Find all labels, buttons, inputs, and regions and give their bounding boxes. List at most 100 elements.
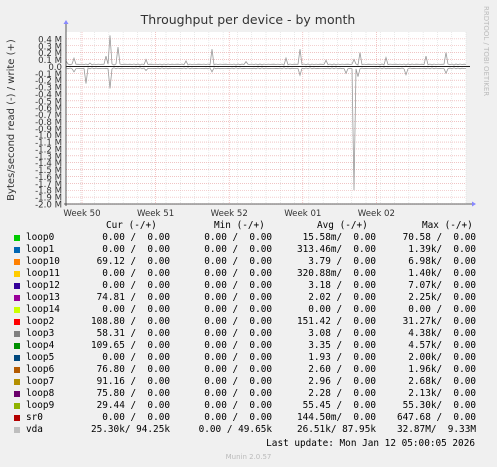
legend-row-loop8: loop8 75.80 / 0.00 0.00 / 0.00 2.28 / 0.00 2… (0, 388, 497, 400)
legend-avg: 3.35 / 0.00 (308, 340, 376, 351)
legend-cur: 69.12 / 0.00 (96, 256, 170, 267)
y-tick-label: -2.0 M (35, 201, 62, 211)
legend-swatch (14, 319, 20, 325)
legend-max: 1.40k/ 0.00 (408, 268, 476, 279)
legend-max: 31.27k/ 0.00 (402, 316, 476, 327)
legend-swatch (14, 307, 20, 313)
y-tick-label: -1.9 M (35, 194, 62, 204)
legend-name: loop10 (26, 256, 60, 267)
legend-swatch (14, 367, 20, 373)
legend-name: loop3 (26, 328, 55, 339)
y-tick-label: -0.5 M (35, 97, 62, 107)
legend-avg: 0.00 / 0.00 (308, 304, 376, 315)
legend-name: loop4 (26, 340, 55, 351)
legend-min: 0.00 / 0.00 (204, 376, 272, 387)
legend-min: 0.00 / 0.00 (204, 352, 272, 363)
legend-min: 0.00 / 0.00 (204, 364, 272, 375)
legend-name: vda (26, 424, 43, 435)
legend-row-loop6: loop6 76.80 / 0.00 0.00 / 0.00 2.60 / 0.00 1… (0, 364, 497, 376)
legend-swatch (14, 415, 20, 421)
legend-cur: 0.00 / 0.00 (102, 244, 170, 255)
legend-avg: 1.93 / 0.00 (308, 352, 376, 363)
legend-avg: 3.08 / 0.00 (308, 328, 376, 339)
legend-min: 0.00 / 0.00 (204, 280, 272, 291)
legend-max: 70.58 / 0.00 (402, 232, 476, 243)
legend-min: 0.00 / 0.00 (204, 412, 272, 423)
y-tick-label: 0.4 M (38, 35, 62, 45)
legend-avg: 2.02 / 0.00 (308, 292, 376, 303)
legend-row-loop14: loop14 0.00 / 0.00 0.00 / 0.00 0.00 / 0.00 0… (0, 304, 497, 316)
legend-row-loop10: loop10 69.12 / 0.00 0.00 / 0.00 3.79 / 0.00… (0, 256, 497, 268)
y-tick-label: -1.3 M (35, 152, 62, 162)
legend-max: 2.00k/ 0.00 (408, 352, 476, 363)
legend-min: 0.00 / 0.00 (204, 256, 272, 267)
legend-avg: 313.46m/ 0.00 (296, 244, 376, 255)
y-tick-label: -0.8 M (35, 118, 62, 128)
legend-header-cur: Cur (-/+) (106, 220, 157, 231)
legend-row-sr0: sr0 0.00 / 0.00 0.00 / 0.00 144.50m/ 0.00 64… (0, 412, 497, 424)
legend-row-loop7: loop7 91.16 / 0.00 0.00 / 0.00 2.96 / 0.00 2… (0, 376, 497, 388)
legend-avg: 320.88m/ 0.00 (296, 268, 376, 279)
legend-name: sr0 (26, 412, 43, 423)
legend-swatch (14, 295, 20, 301)
legend-max: 6.98k/ 0.00 (408, 256, 476, 267)
legend-name: loop9 (26, 400, 55, 411)
legend-avg: 2.60 / 0.00 (308, 364, 376, 375)
y-tick-label: -1.2 M (35, 145, 62, 155)
last-update: Last update: Mon Jan 12 05:00:05 2026 (266, 438, 475, 449)
x-tick-label: Week 50 (63, 209, 100, 219)
legend-max: 4.57k/ 0.00 (408, 340, 476, 351)
y-tick-label: -1.8 M (35, 187, 62, 197)
legend-swatch (14, 403, 20, 409)
legend-avg: 15.58m/ 0.00 (302, 232, 376, 243)
legend-swatch (14, 283, 20, 289)
legend-cur: 0.00 / 0.00 (102, 352, 170, 363)
series-vda-read (65, 66, 467, 191)
legend-cur: 0.00 / 0.00 (102, 412, 170, 423)
legend-cur: 91.16 / 0.00 (96, 376, 170, 387)
legend-min: 0.00 / 0.00 (204, 328, 272, 339)
legend-min: 0.00 / 0.00 (204, 388, 272, 399)
legend-name: loop6 (26, 364, 55, 375)
legend-row-loop4: loop4 109.65 / 0.00 0.00 / 0.00 3.35 / 0.00… (0, 340, 497, 352)
y-tick-label: -0.2 M (35, 77, 62, 87)
y-tick-label: -1.5 M (35, 166, 62, 176)
legend-swatch (14, 271, 20, 277)
legend-min: 0.00 / 0.00 (204, 400, 272, 411)
legend-avg: 2.28 / 0.00 (308, 388, 376, 399)
munin-version: Munin 2.0.57 (225, 453, 272, 461)
legend-row-loop13: loop13 74.81 / 0.00 0.00 / 0.00 2.02 / 0.00… (0, 292, 497, 304)
x-tick-label: Week 51 (137, 209, 174, 219)
x-tick-label: Week 02 (358, 209, 395, 219)
legend-min: 0.00 / 0.00 (204, 340, 272, 351)
legend-swatch (14, 355, 20, 361)
legend-row-loop2: loop2 108.80 / 0.00 0.00 / 0.00 151.42 / 0.… (0, 316, 497, 328)
legend-avg: 55.45 / 0.00 (302, 400, 376, 411)
legend-min: 0.00 / 49.65k (198, 424, 272, 435)
y-tick-label: -0.9 M (35, 125, 62, 135)
legend-cur: 109.65 / 0.00 (90, 340, 170, 351)
legend-avg: 3.79 / 0.00 (308, 256, 376, 267)
legend-cur: 0.00 / 0.00 (102, 304, 170, 315)
legend-name: loop13 (26, 292, 60, 303)
throughput-chart: Throughput per device - by month Bytes/s… (6, 6, 490, 219)
legend-avg: 151.42 / 0.00 (296, 316, 376, 327)
chart-title: Throughput per device - by month (140, 12, 356, 27)
legend-swatch (14, 247, 20, 253)
y-tick-label: -1.1 M (35, 139, 62, 149)
legend-name: loop12 (26, 280, 60, 291)
legend-name: loop1 (26, 244, 55, 255)
legend-max: 2.13k/ 0.00 (408, 388, 476, 399)
legend-header-max: Max (-/+) (422, 220, 473, 231)
legend-swatch (14, 343, 20, 349)
legend-max: 2.25k/ 0.00 (408, 292, 476, 303)
y-tick-label: 0.1 M (38, 56, 62, 66)
y-tick-label: -0.6 M (35, 104, 62, 114)
y-axis-label: Bytes/second read (-) / write (+) (6, 39, 17, 201)
x-tick-label: Week 52 (211, 209, 248, 219)
legend-row-loop3: loop3 58.31 / 0.00 0.00 / 0.00 3.08 / 0.00 4… (0, 328, 497, 340)
legend-row-loop9: loop9 29.44 / 0.00 0.00 / 0.00 55.45 / 0.00… (0, 400, 497, 412)
legend-min: 0.00 / 0.00 (204, 244, 272, 255)
series-vda-write (65, 35, 467, 67)
y-tick-label: -0.3 M (35, 84, 62, 94)
